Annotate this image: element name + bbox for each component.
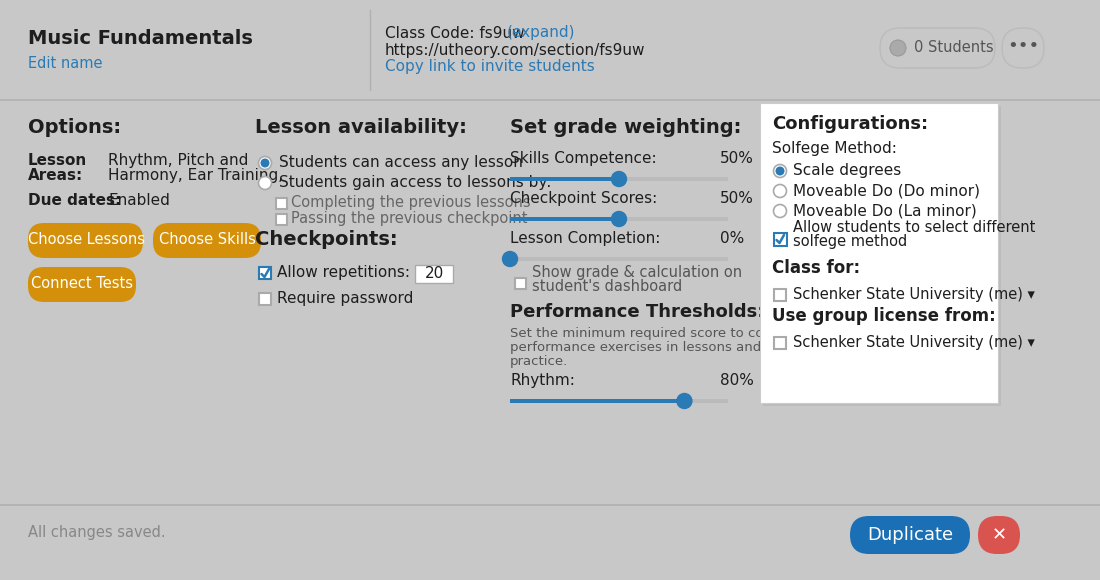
Text: 20: 20 (425, 266, 443, 281)
FancyBboxPatch shape (275, 213, 286, 224)
Text: Set grade weighting:: Set grade weighting: (510, 118, 741, 137)
FancyBboxPatch shape (415, 265, 453, 283)
Text: Allow students to select different: Allow students to select different (793, 220, 1035, 235)
Text: solfege method: solfege method (793, 234, 908, 249)
Text: Lesson availability:: Lesson availability: (255, 118, 466, 137)
Circle shape (503, 252, 517, 266)
Circle shape (612, 212, 627, 227)
FancyBboxPatch shape (774, 337, 786, 349)
Circle shape (773, 184, 786, 198)
FancyBboxPatch shape (0, 105, 1100, 580)
Text: Class for:: Class for: (772, 259, 860, 277)
Text: Skills Competence:: Skills Competence: (510, 151, 657, 166)
FancyBboxPatch shape (760, 103, 998, 403)
Circle shape (676, 393, 692, 408)
Text: Scale degrees: Scale degrees (793, 164, 901, 179)
Text: Set the minimum required score to complete: Set the minimum required score to comple… (510, 327, 811, 340)
FancyBboxPatch shape (510, 217, 619, 221)
Circle shape (261, 159, 268, 167)
Circle shape (612, 172, 627, 187)
FancyBboxPatch shape (258, 267, 271, 279)
Text: Enabled: Enabled (108, 193, 169, 208)
FancyBboxPatch shape (510, 257, 728, 261)
Text: Class Code: fs9uw: Class Code: fs9uw (385, 26, 529, 41)
FancyBboxPatch shape (153, 223, 261, 258)
Text: Due dates:: Due dates: (28, 193, 121, 208)
Text: Moveable Do (La minor): Moveable Do (La minor) (793, 204, 977, 219)
Text: 50%: 50% (720, 151, 754, 166)
Text: 0%: 0% (720, 231, 745, 246)
Circle shape (890, 40, 906, 56)
Circle shape (258, 157, 272, 169)
Circle shape (773, 205, 786, 218)
FancyBboxPatch shape (275, 198, 286, 208)
Text: Connect Tests: Connect Tests (31, 277, 133, 292)
Text: Choose Skills: Choose Skills (158, 233, 255, 248)
Text: Rhythm:: Rhythm: (510, 373, 575, 388)
Text: Duplicate: Duplicate (867, 526, 953, 544)
Text: Checkpoints:: Checkpoints: (255, 230, 397, 249)
FancyBboxPatch shape (850, 516, 970, 554)
FancyBboxPatch shape (1002, 28, 1044, 68)
Text: Allow repetitions:: Allow repetitions: (277, 266, 410, 281)
FancyBboxPatch shape (28, 267, 136, 302)
FancyBboxPatch shape (510, 217, 728, 221)
Text: https://utheory.com/section/fs9uw: https://utheory.com/section/fs9uw (385, 42, 646, 57)
FancyBboxPatch shape (773, 233, 786, 245)
Text: Lesson Completion:: Lesson Completion: (510, 231, 660, 246)
Text: performance exercises in lessons and skills: performance exercises in lessons and ski… (510, 341, 799, 354)
Text: Lesson: Lesson (28, 153, 87, 168)
Text: Checkpoint Scores:: Checkpoint Scores: (510, 191, 658, 206)
Text: Show grade & calculation on: Show grade & calculation on (532, 265, 742, 280)
Text: practice.: practice. (510, 355, 569, 368)
Text: Edit name: Edit name (28, 56, 102, 71)
FancyBboxPatch shape (0, 0, 1100, 100)
FancyBboxPatch shape (763, 106, 1001, 406)
Text: Solfege Method:: Solfege Method: (772, 141, 896, 156)
Text: Students can access any lesson: Students can access any lesson (279, 155, 522, 171)
FancyBboxPatch shape (258, 293, 271, 305)
Text: (expand): (expand) (507, 26, 575, 41)
FancyBboxPatch shape (510, 177, 619, 181)
Text: Performance Thresholds:: Performance Thresholds: (510, 303, 764, 321)
FancyBboxPatch shape (510, 399, 684, 403)
Text: Music Fundamentals: Music Fundamentals (28, 28, 253, 48)
Text: Areas:: Areas: (28, 168, 84, 183)
Text: student's dashboard: student's dashboard (532, 279, 682, 294)
Text: Choose Lessons: Choose Lessons (28, 233, 144, 248)
Text: Students gain access to lessons by:: Students gain access to lessons by: (279, 176, 551, 190)
FancyBboxPatch shape (774, 289, 786, 301)
Circle shape (258, 176, 272, 190)
Text: ✕: ✕ (991, 526, 1006, 544)
FancyBboxPatch shape (510, 399, 728, 403)
Circle shape (773, 165, 786, 177)
Text: Rhythm, Pitch and: Rhythm, Pitch and (108, 153, 249, 168)
FancyBboxPatch shape (28, 223, 143, 258)
FancyBboxPatch shape (0, 505, 1100, 580)
Text: Moveable Do (Do minor): Moveable Do (Do minor) (793, 183, 980, 198)
Text: Schenker State University (me) ▾: Schenker State University (me) ▾ (793, 335, 1035, 350)
Text: 0 Students: 0 Students (914, 41, 993, 56)
Text: Schenker State University (me) ▾: Schenker State University (me) ▾ (793, 288, 1035, 303)
Text: Use group license from:: Use group license from: (772, 307, 996, 325)
Text: 80%: 80% (720, 373, 754, 388)
FancyBboxPatch shape (515, 277, 526, 288)
Text: All changes saved.: All changes saved. (28, 525, 166, 540)
Text: •••: ••• (1006, 37, 1040, 55)
Text: Completing the previous lessons: Completing the previous lessons (292, 195, 530, 211)
Text: Passing the previous checkpoint: Passing the previous checkpoint (292, 212, 528, 227)
FancyBboxPatch shape (880, 28, 996, 68)
FancyBboxPatch shape (978, 516, 1020, 554)
FancyBboxPatch shape (510, 177, 728, 181)
Text: Options:: Options: (28, 118, 121, 137)
Text: Copy link to invite students: Copy link to invite students (385, 60, 595, 74)
Text: Require password: Require password (277, 292, 414, 306)
Text: Harmony, Ear Training,: Harmony, Ear Training, (108, 168, 283, 183)
Circle shape (777, 167, 784, 175)
Text: Configurations:: Configurations: (772, 115, 928, 133)
Text: 50%: 50% (720, 191, 754, 206)
